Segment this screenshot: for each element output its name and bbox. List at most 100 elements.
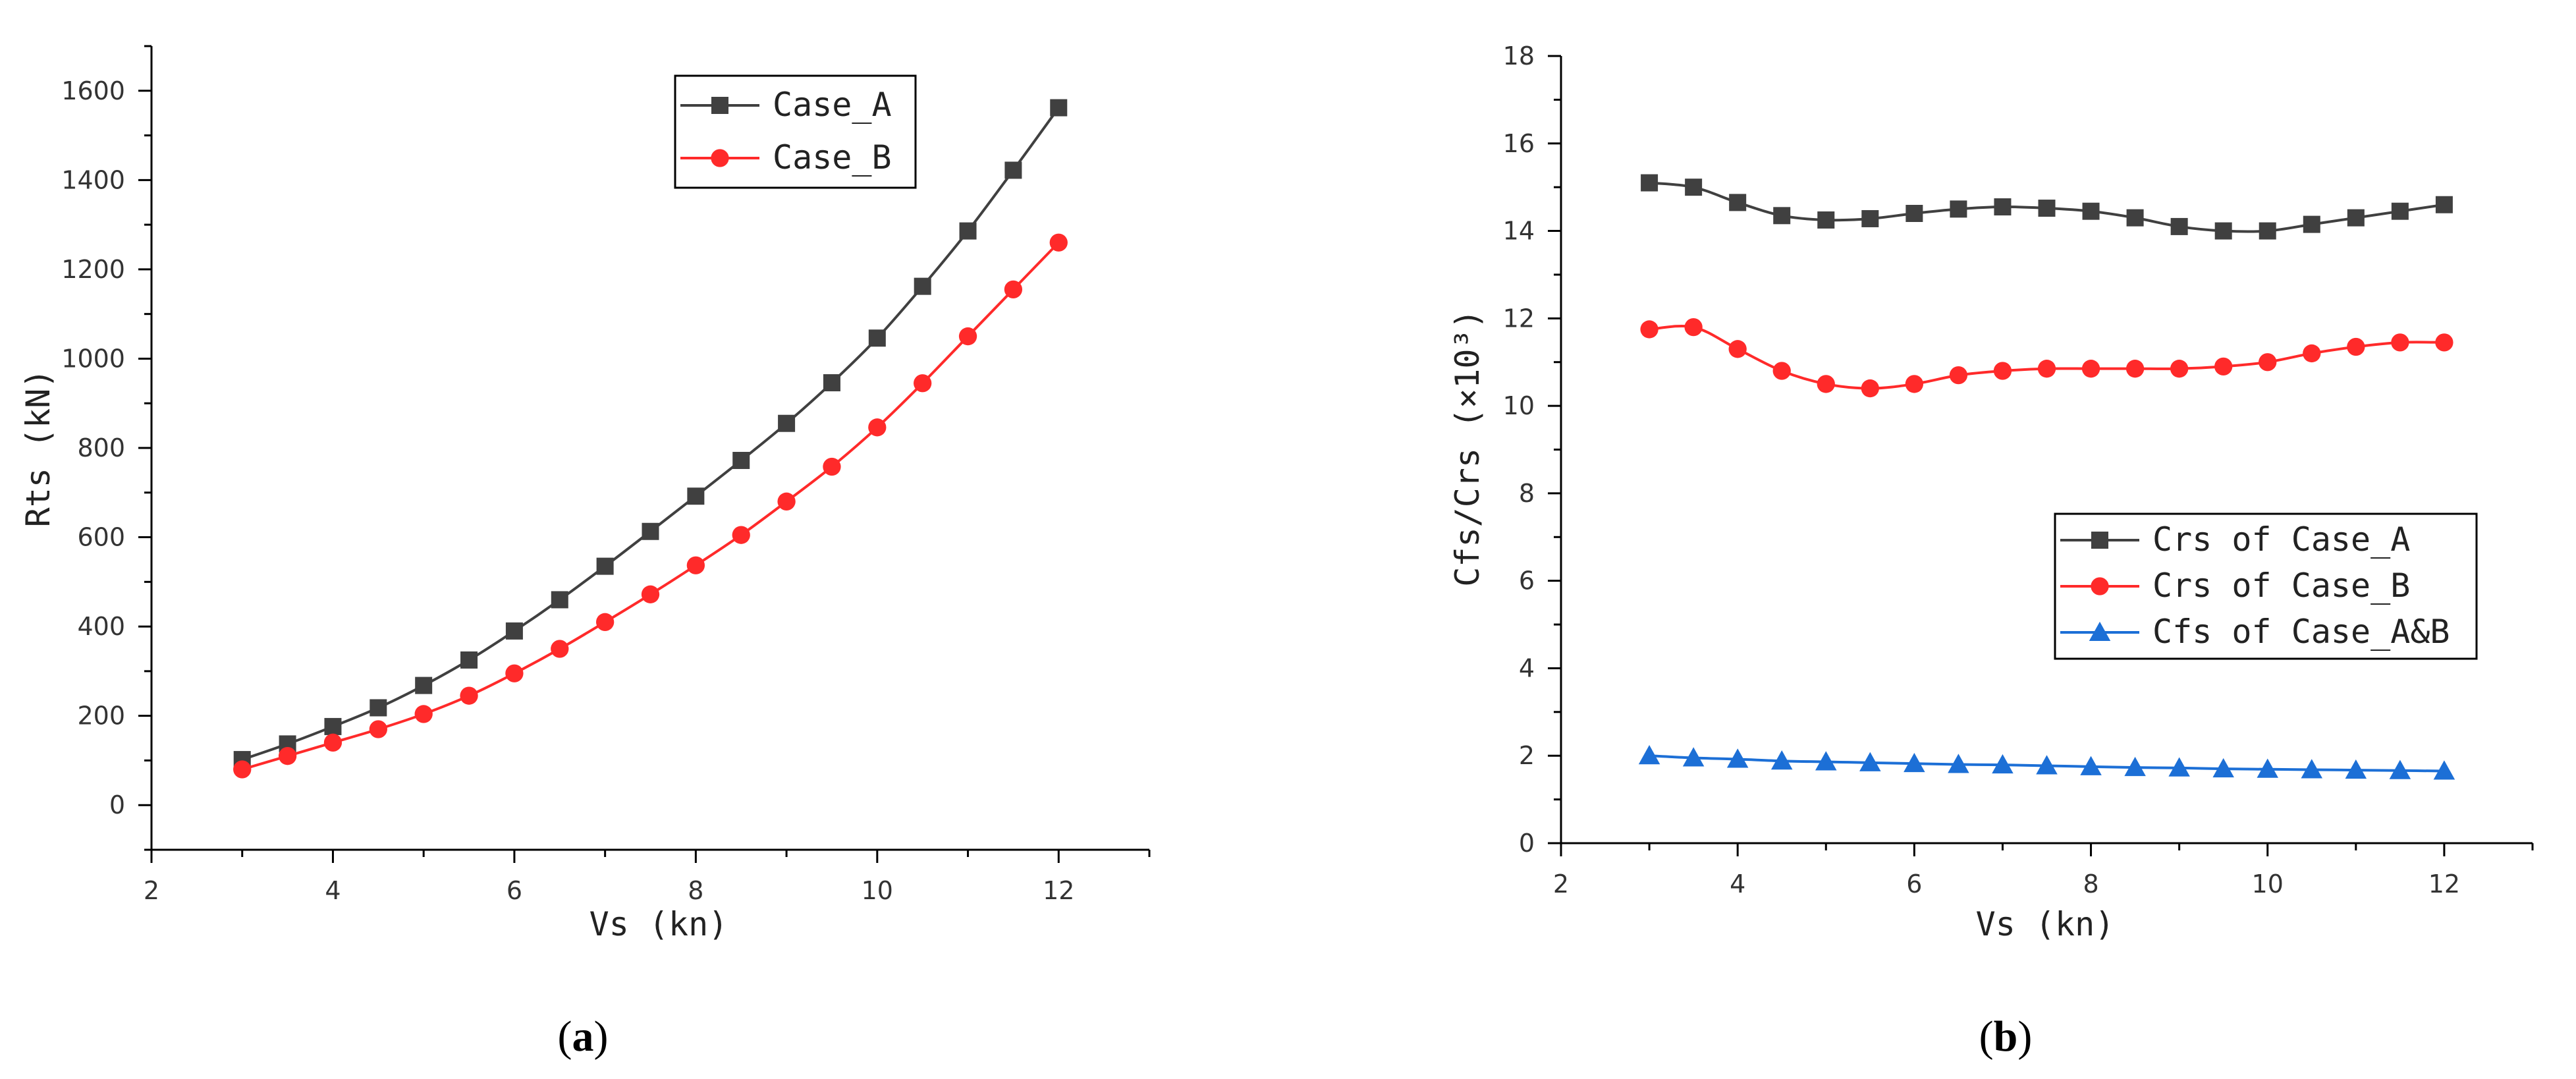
data-point (2082, 202, 2100, 220)
data-point (370, 699, 387, 717)
data-point (823, 457, 841, 476)
data-point (233, 760, 252, 779)
x-tick-label: 8 (688, 876, 703, 905)
data-point (369, 720, 387, 738)
data-point (1773, 207, 1791, 225)
data-point (2303, 215, 2320, 233)
y-tick-label: 200 (77, 702, 125, 731)
data-point (1994, 198, 2012, 216)
data-point (595, 613, 615, 631)
data-point (323, 733, 343, 752)
data-point (958, 327, 977, 346)
legend-marker (711, 97, 728, 114)
y-tick-label: 400 (77, 612, 125, 641)
data-point (1770, 750, 1793, 770)
data-point (2347, 209, 2365, 227)
y-tick-label: 14 (1503, 217, 1535, 246)
data-point (2214, 357, 2233, 376)
data-point (1685, 179, 1703, 196)
data-point (686, 556, 705, 574)
series-case-a (233, 99, 1068, 769)
data-point (1050, 99, 1068, 117)
series-cfs-of-case-a-b (1638, 744, 2455, 780)
series-line (1649, 324, 2444, 390)
data-point (914, 277, 931, 295)
data-point (1948, 754, 1969, 773)
data-point (1817, 375, 1835, 393)
data-point (1682, 747, 1705, 767)
y-tick-label: 1000 (61, 344, 125, 373)
data-point (778, 414, 796, 432)
data-point (777, 492, 796, 511)
data-point (505, 664, 524, 682)
panel-label-close: ) (2017, 1012, 2032, 1061)
data-point (551, 640, 569, 658)
data-point (732, 451, 750, 469)
panel-label: (b) (1979, 1012, 2033, 1061)
y-tick-label: 0 (109, 790, 125, 819)
panel-label-letter: a (572, 1012, 594, 1061)
y-tick-label: 600 (77, 523, 125, 552)
data-point (1726, 748, 1749, 768)
data-point (2036, 755, 2058, 775)
data-point (642, 522, 659, 540)
legend-label: Crs of Case_B (2152, 567, 2410, 605)
data-point (2257, 758, 2278, 778)
data-point (2391, 333, 2409, 352)
data-point (641, 585, 660, 603)
data-point (460, 686, 478, 705)
series-case-b (233, 233, 1068, 779)
y-tick-label: 12 (1503, 304, 1535, 333)
data-point (2389, 760, 2411, 779)
legend-box (674, 74, 917, 189)
y-tick-label: 2 (1519, 741, 1535, 770)
x-axis-label: Vs (kn) (589, 905, 728, 943)
data-point (2168, 757, 2190, 777)
data-point (1772, 362, 1791, 380)
data-point (823, 374, 840, 392)
data-point (1729, 194, 1747, 211)
data-point (2301, 759, 2323, 779)
data-point (1905, 375, 1924, 393)
x-tick-label: 4 (325, 876, 341, 905)
y-axis-label: Rts (kN) (19, 369, 57, 528)
data-point (1859, 752, 1881, 771)
data-point (2433, 760, 2455, 780)
x-tick-label: 10 (862, 876, 893, 905)
y-tick-label: 6 (1519, 567, 1535, 595)
data-point (2038, 200, 2056, 217)
x-tick-label: 12 (1043, 876, 1074, 905)
y-axis-label: Cfs/Crs (×10³) (1448, 309, 1487, 586)
y-tick-label: 16 (1503, 129, 1535, 158)
data-point (2345, 759, 2367, 779)
legend-marker (711, 149, 729, 167)
chart-a: 2 4 6 8 10 12 0 200 400 600 800 1000 1200 1400 1600 Vs … (19, 45, 1151, 1061)
data-point (1684, 318, 1703, 337)
data-point (2170, 217, 2188, 235)
data-point (2037, 360, 2056, 378)
data-point (324, 717, 342, 735)
data-point (687, 487, 705, 505)
data-point (2435, 333, 2453, 352)
series-crs-of-case-b (1640, 318, 2453, 398)
x-tick-label: 2 (1553, 870, 1569, 899)
data-point (2259, 222, 2276, 240)
data-point (1949, 366, 1968, 385)
y-tick-label: 4 (1519, 653, 1535, 682)
data-point (1638, 744, 1660, 765)
data-point (1950, 200, 1967, 218)
data-point (2126, 209, 2144, 227)
data-point (596, 557, 614, 575)
data-point (415, 677, 433, 694)
data-point (868, 329, 886, 347)
data-point (278, 747, 297, 765)
data-point (505, 622, 523, 640)
data-point (1861, 209, 1879, 227)
data-point (2124, 756, 2146, 777)
data-point (2081, 360, 2100, 378)
legend: Crs of Case_A Crs of Case_B Cfs of Case_A&… (2054, 512, 2478, 660)
x-tick-label: 6 (507, 876, 522, 905)
y-tick-label: 1600 (61, 76, 125, 105)
